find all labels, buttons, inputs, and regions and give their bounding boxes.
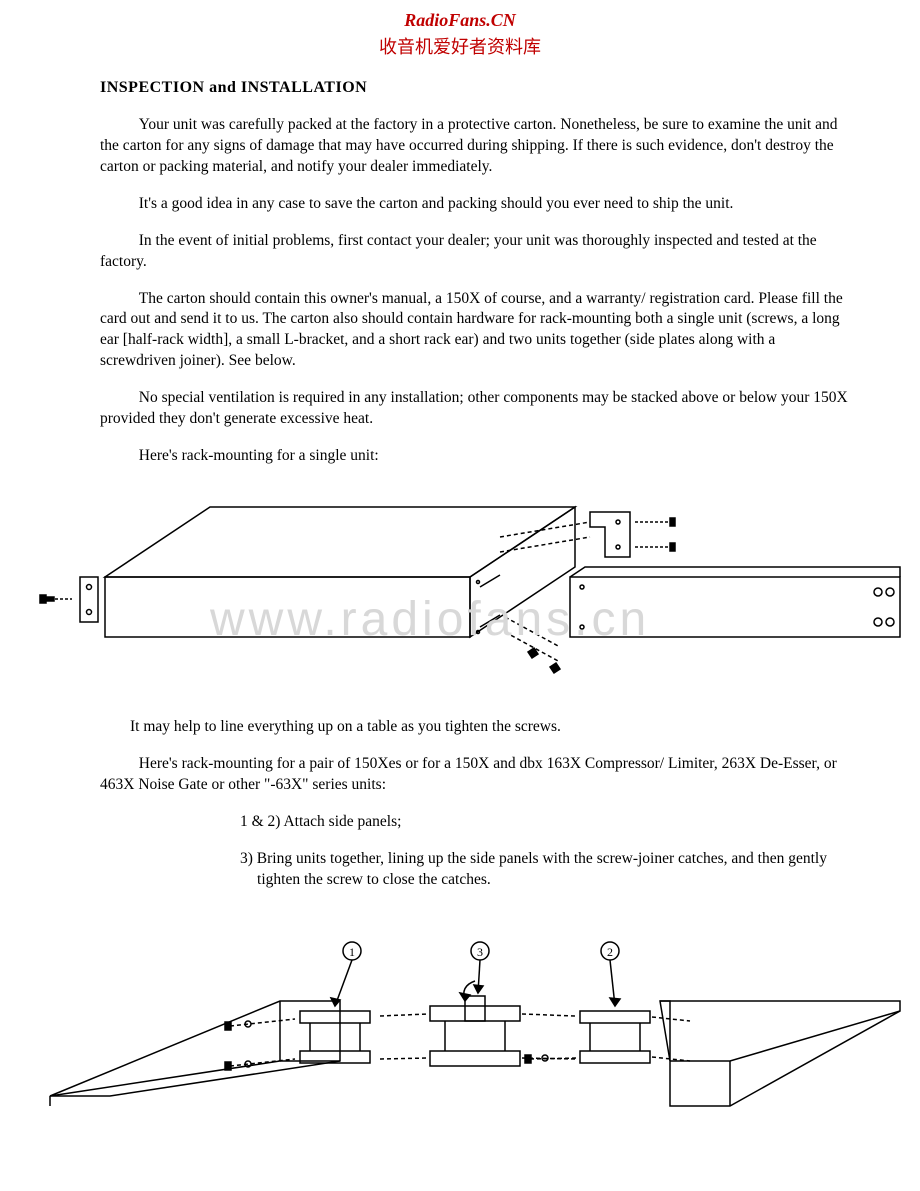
paragraph-4: The carton should contain this owner's m… — [100, 289, 850, 373]
section-title: INSPECTION and INSTALLATION — [100, 79, 890, 97]
paragraph-2: It's a good idea in any case to save the… — [100, 194, 850, 215]
rack-mount-dual-svg: 1 3 — [30, 911, 910, 1131]
rack-mount-single-svg — [30, 487, 910, 687]
paragraph-8: Here's rack-mounting for a pair of 150Xe… — [100, 754, 850, 796]
diagram-dual-rack: 1 3 — [30, 911, 890, 1131]
callout-3: 3 — [477, 945, 483, 959]
paragraph-1: Your unit was carefully packed at the fa… — [100, 115, 850, 178]
step-1: 1 & 2) Attach side panels; — [240, 812, 850, 833]
watermark-chinese: 收音机爱好者资料库 — [30, 33, 890, 59]
document-page: RadioFans.CN 收音机爱好者资料库 INSPECTION and IN… — [0, 0, 920, 1191]
paragraph-6: Here's rack-mounting for a single unit: — [100, 446, 850, 467]
paragraph-5: No special ventilation is required in an… — [100, 388, 850, 430]
callout-1: 1 — [349, 945, 355, 959]
callout-2: 2 — [607, 945, 613, 959]
watermark-url: RadioFans.CN — [30, 10, 890, 31]
paragraph-3: In the event of initial problems, first … — [100, 231, 850, 273]
paragraph-7: It may help to line everything up on a t… — [130, 717, 850, 738]
page-header: RadioFans.CN 收音机爱好者资料库 — [30, 10, 890, 59]
diagram-single-rack: www.radiofans.cn — [30, 487, 890, 687]
step-2: 3) Bring units together, lining up the s… — [240, 849, 850, 891]
